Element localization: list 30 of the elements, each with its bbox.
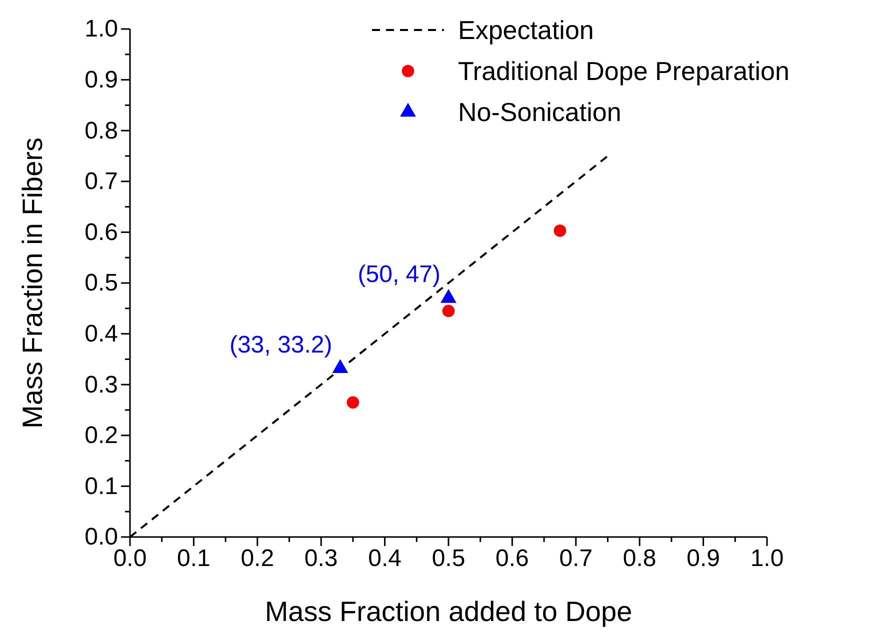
x-tick-label: 0.7 bbox=[559, 545, 593, 572]
legend-label: No-Sonication bbox=[458, 97, 622, 127]
y-axis-title: Mass Fraction in Fibers bbox=[17, 138, 48, 428]
y-tick-label: 0.7 bbox=[84, 168, 118, 196]
x-tick-label: 0.1 bbox=[177, 545, 210, 572]
x-tick-label: 0.4 bbox=[368, 545, 402, 572]
y-tick-label: 1.0 bbox=[84, 16, 118, 43]
annotation: (33, 33.2) bbox=[229, 331, 332, 358]
point bbox=[346, 396, 360, 409]
x-tick-label: 0.9 bbox=[686, 545, 720, 572]
y-tick-label: 0.6 bbox=[84, 218, 118, 246]
x-tick-label: 0.3 bbox=[304, 545, 338, 572]
x-axis-title: Mass Fraction added to Dope bbox=[264, 596, 632, 627]
legend-label: Expectation bbox=[458, 15, 594, 45]
x-tick-label: 0.5 bbox=[432, 545, 466, 572]
x-tick-label: 1.0 bbox=[750, 545, 784, 572]
y-tick-label: 0.3 bbox=[84, 371, 118, 398]
x-tick-label: 0.2 bbox=[240, 545, 274, 572]
point bbox=[554, 224, 566, 237]
y-tick-label: 0.9 bbox=[84, 66, 118, 94]
annotation: (50, 47) bbox=[358, 261, 440, 288]
y-tick-label: 0.5 bbox=[84, 270, 118, 297]
point bbox=[442, 304, 455, 318]
y-tick-label: 0.8 bbox=[84, 117, 118, 144]
x-tick-label: 0.8 bbox=[622, 545, 656, 572]
y-tick-label: 0.1 bbox=[84, 472, 118, 500]
x-tick-label: 0.6 bbox=[496, 545, 529, 572]
legend-label: Traditional Dope Preparation bbox=[458, 56, 790, 86]
y-tick-label: 0.4 bbox=[84, 320, 118, 348]
y-tick-label: 0.2 bbox=[84, 422, 118, 450]
